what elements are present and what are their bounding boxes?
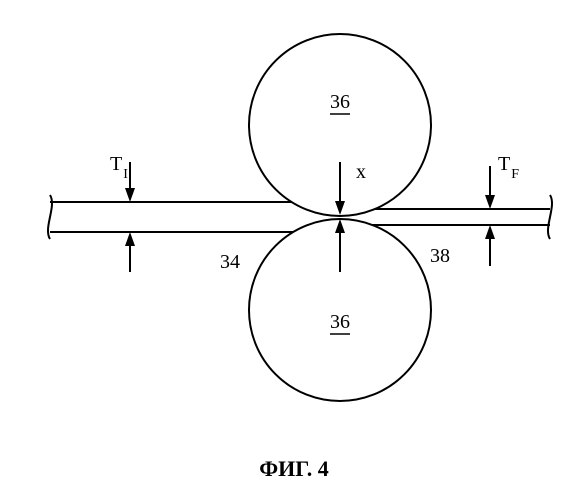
label-38: 38 [430,245,450,267]
label-tf: TF [498,153,519,182]
arrow-tf-top-head [485,195,495,209]
label-36-top: 36 [330,91,350,113]
arrow-ti-bottom-head [125,232,135,246]
arrow-tf-bottom-head [485,225,495,239]
arrow-ti-top-head [125,188,135,202]
figure-caption: ФИГ. 4 [0,456,588,482]
label-ti: TI [110,153,128,182]
label-x: x [356,161,366,183]
sheet-break-right [548,195,552,239]
label-34: 34 [220,251,240,273]
label-36-bottom: 36 [330,311,350,333]
